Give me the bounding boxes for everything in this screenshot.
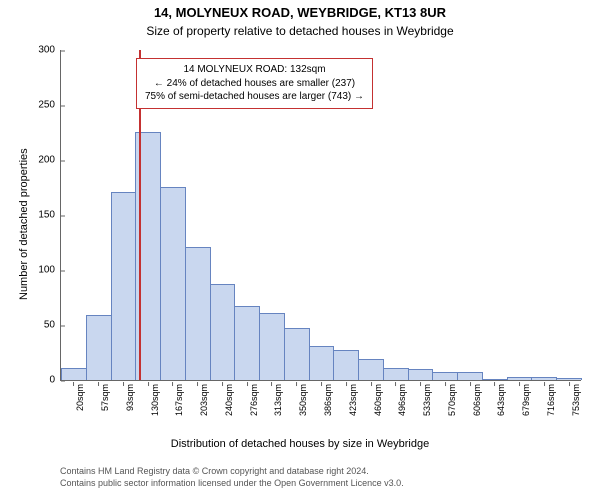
histogram-bar <box>457 372 483 380</box>
histogram-bar <box>111 192 137 380</box>
histogram-bar <box>507 377 533 380</box>
x-tick: 130sqm <box>150 384 160 416</box>
annotation-line: 75% of semi-detached houses are larger (… <box>145 90 364 104</box>
histogram-bar <box>284 328 310 380</box>
y-tick: 250 <box>38 100 61 111</box>
annotation-box: 14 MOLYNEUX ROAD: 132sqm← 24% of detache… <box>136 58 373 109</box>
property-size-histogram: 14, MOLYNEUX ROAD, WEYBRIDGE, KT13 8UR S… <box>0 0 600 500</box>
x-tick: 496sqm <box>397 384 407 416</box>
annotation-line: ← 24% of detached houses are smaller (23… <box>145 77 364 91</box>
histogram-bar <box>531 377 557 380</box>
y-tick: 300 <box>38 45 61 56</box>
histogram-bar <box>309 346 335 380</box>
y-tick: 0 <box>49 375 61 386</box>
histogram-bar <box>86 315 112 380</box>
histogram-bar <box>556 378 582 380</box>
x-tick: 276sqm <box>249 384 259 416</box>
x-tick: 240sqm <box>224 384 234 416</box>
histogram-bar <box>234 306 260 380</box>
x-tick: 20sqm <box>75 384 85 411</box>
histogram-bar <box>210 284 236 380</box>
x-tick: 203sqm <box>199 384 209 416</box>
x-tick: 350sqm <box>298 384 308 416</box>
plot-area: 05010015020025030020sqm57sqm93sqm130sqm1… <box>60 50 581 381</box>
histogram-bar <box>482 379 508 380</box>
chart-title-main: 14, MOLYNEUX ROAD, WEYBRIDGE, KT13 8UR <box>0 5 600 20</box>
chart-title-sub: Size of property relative to detached ho… <box>0 24 600 38</box>
x-tick: 460sqm <box>373 384 383 416</box>
x-tick: 57sqm <box>100 384 110 411</box>
y-tick: 100 <box>38 265 61 276</box>
x-tick: 423sqm <box>348 384 358 416</box>
x-axis-label: Distribution of detached houses by size … <box>0 438 600 450</box>
histogram-bar <box>160 187 186 381</box>
y-axis-label: Number of detached properties <box>18 148 30 300</box>
y-tick: 200 <box>38 155 61 166</box>
histogram-bar <box>259 313 285 380</box>
histogram-bar <box>333 350 359 380</box>
x-tick: 93sqm <box>125 384 135 411</box>
x-tick: 606sqm <box>472 384 482 416</box>
attribution-line: Contains HM Land Registry data © Crown c… <box>60 466 404 478</box>
histogram-bar <box>358 359 384 380</box>
y-tick: 150 <box>38 210 61 221</box>
x-tick: 753sqm <box>571 384 581 416</box>
attribution-line: Contains public sector information licen… <box>60 478 404 490</box>
x-tick: 167sqm <box>174 384 184 416</box>
x-tick: 533sqm <box>422 384 432 416</box>
x-tick: 643sqm <box>496 384 506 416</box>
histogram-bar <box>408 369 434 380</box>
histogram-bar <box>383 368 409 380</box>
annotation-line: 14 MOLYNEUX ROAD: 132sqm <box>145 63 364 77</box>
histogram-bar <box>432 372 458 380</box>
x-tick: 570sqm <box>447 384 457 416</box>
histogram-bar <box>185 247 211 380</box>
x-tick: 716sqm <box>546 384 556 416</box>
x-tick: 386sqm <box>323 384 333 416</box>
x-tick: 313sqm <box>273 384 283 416</box>
histogram-bar <box>61 368 87 380</box>
x-tick: 679sqm <box>521 384 531 416</box>
attribution-text: Contains HM Land Registry data © Crown c… <box>60 466 404 489</box>
y-tick: 50 <box>44 320 61 331</box>
